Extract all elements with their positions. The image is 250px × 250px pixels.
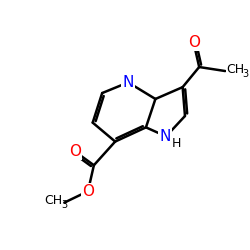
Text: CH: CH [226,63,244,76]
Text: O: O [82,184,94,199]
Text: O: O [188,35,200,50]
Text: H: H [171,137,181,150]
Text: O: O [69,144,81,159]
Text: 3: 3 [62,200,68,210]
Text: 3: 3 [242,69,248,79]
Text: N: N [122,75,134,90]
Text: N: N [159,129,170,144]
Text: CH: CH [44,194,62,207]
